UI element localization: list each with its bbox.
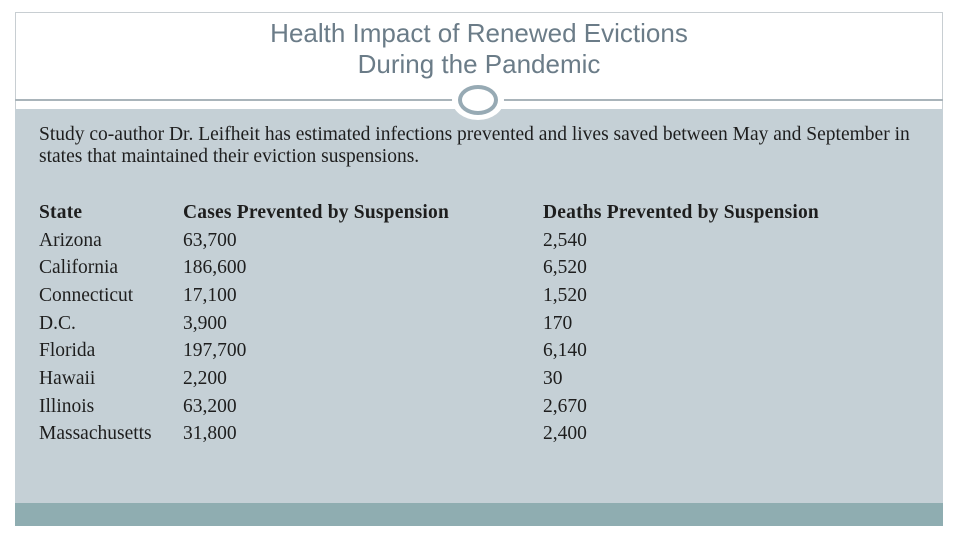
cell-state: Connecticut xyxy=(39,284,134,306)
cell-state: Hawaii xyxy=(39,367,96,389)
cell-deaths: 170 xyxy=(543,312,573,334)
cell-deaths: 6,140 xyxy=(543,340,587,362)
cell-deaths: 2,400 xyxy=(543,423,587,445)
evictions-table: State Cases Prevented by Suspension Deat… xyxy=(39,199,873,448)
cell-cases: 3,900 xyxy=(183,312,227,334)
footer-bar xyxy=(15,503,943,526)
table-header-row: State Cases Prevented by Suspension Deat… xyxy=(39,199,873,227)
table-row: Arizona 63,700 2,540 xyxy=(39,227,873,255)
title-line-2: During the Pandemic xyxy=(357,49,601,79)
table-row: Hawaii 2,200 30 xyxy=(39,365,873,393)
title-line-1: Health Impact of Renewed Evictions xyxy=(270,18,688,48)
cell-cases: 197,700 xyxy=(183,340,247,362)
table-row: California 186,600 6,520 xyxy=(39,254,873,282)
header-state: State xyxy=(39,201,83,223)
cell-deaths: 2,670 xyxy=(543,395,587,417)
cell-state: D.C. xyxy=(39,312,76,334)
header-cases: Cases Prevented by Suspension xyxy=(183,201,450,223)
table-row: D.C. 3,900 170 xyxy=(39,310,873,338)
cell-state: California xyxy=(39,257,119,279)
cell-state: Florida xyxy=(39,340,96,362)
cell-deaths: 6,520 xyxy=(543,257,587,279)
cell-cases: 31,800 xyxy=(183,423,237,445)
slide-title: Health Impact of Renewed Evictions Durin… xyxy=(15,12,943,100)
cell-state: Illinois xyxy=(39,395,95,417)
cell-state: Arizona xyxy=(39,229,102,251)
content-panel xyxy=(15,109,943,503)
intro-paragraph: Study co-author Dr. Leifheit has estimat… xyxy=(39,124,910,167)
cell-cases: 63,200 xyxy=(183,395,237,417)
table-row: Illinois 63,200 2,670 xyxy=(39,393,873,421)
cell-deaths: 30 xyxy=(543,367,563,389)
cell-deaths: 2,540 xyxy=(543,229,587,251)
table-row: Massachusetts 31,800 2,400 xyxy=(39,421,873,449)
cell-cases: 2,200 xyxy=(183,367,227,389)
cell-state: Massachusetts xyxy=(39,423,152,445)
ring-icon xyxy=(452,80,504,120)
cell-deaths: 1,520 xyxy=(543,284,587,306)
cell-cases: 17,100 xyxy=(183,284,237,306)
cell-cases: 186,600 xyxy=(183,257,247,279)
table-row: Florida 197,700 6,140 xyxy=(39,337,873,365)
table-row: Connecticut 17,100 1,520 xyxy=(39,282,873,310)
header-deaths: Deaths Prevented by Suspension xyxy=(543,201,819,223)
cell-cases: 63,700 xyxy=(183,229,237,251)
